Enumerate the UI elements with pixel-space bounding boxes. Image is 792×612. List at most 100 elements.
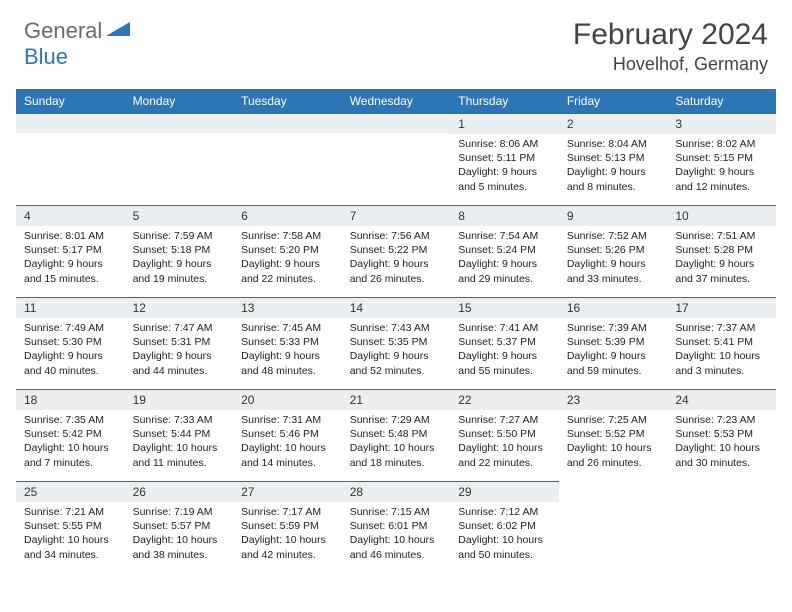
day-number: 12 xyxy=(125,298,234,318)
day-detail-line: Daylight: 10 hours xyxy=(458,533,551,547)
day-detail-line: Sunrise: 7:17 AM xyxy=(241,505,334,519)
calendar-cell: 24Sunrise: 7:23 AMSunset: 5:53 PMDayligh… xyxy=(667,390,776,482)
calendar-cell: 8Sunrise: 7:54 AMSunset: 5:24 PMDaylight… xyxy=(450,206,559,298)
calendar-body: 1Sunrise: 8:06 AMSunset: 5:11 PMDaylight… xyxy=(16,114,776,574)
day-detail-line: Daylight: 10 hours xyxy=(675,441,768,455)
day-number: 9 xyxy=(559,206,668,226)
day-detail-line: and 22 minutes. xyxy=(241,272,334,286)
calendar-cell: 9Sunrise: 7:52 AMSunset: 5:26 PMDaylight… xyxy=(559,206,668,298)
day-details: Sunrise: 7:45 AMSunset: 5:33 PMDaylight:… xyxy=(233,318,342,382)
day-details: Sunrise: 7:25 AMSunset: 5:52 PMDaylight:… xyxy=(559,410,668,474)
day-detail-line: and 38 minutes. xyxy=(133,548,226,562)
day-detail-line: Sunset: 5:11 PM xyxy=(458,151,551,165)
day-details: Sunrise: 7:54 AMSunset: 5:24 PMDaylight:… xyxy=(450,226,559,290)
day-number: 20 xyxy=(233,390,342,410)
title-block: February 2024 Hovelhof, Germany xyxy=(573,18,768,75)
day-number: 22 xyxy=(450,390,559,410)
day-details: Sunrise: 7:29 AMSunset: 5:48 PMDaylight:… xyxy=(342,410,451,474)
day-header-row: Sunday Monday Tuesday Wednesday Thursday… xyxy=(16,89,776,114)
day-number: 3 xyxy=(667,114,776,134)
day-detail-line: and 37 minutes. xyxy=(675,272,768,286)
day-detail-line: Sunrise: 8:04 AM xyxy=(567,137,660,151)
calendar-row: 25Sunrise: 7:21 AMSunset: 5:55 PMDayligh… xyxy=(16,482,776,574)
day-detail-line: Daylight: 9 hours xyxy=(675,257,768,271)
calendar-cell: 28Sunrise: 7:15 AMSunset: 6:01 PMDayligh… xyxy=(342,482,451,574)
day-detail-line: and 34 minutes. xyxy=(24,548,117,562)
day-detail-line: Sunrise: 7:49 AM xyxy=(24,321,117,335)
day-header: Saturday xyxy=(667,89,776,114)
day-detail-line: and 59 minutes. xyxy=(567,364,660,378)
day-details: Sunrise: 7:27 AMSunset: 5:50 PMDaylight:… xyxy=(450,410,559,474)
day-detail-line: Sunrise: 7:59 AM xyxy=(133,229,226,243)
day-detail-line: Sunrise: 7:52 AM xyxy=(567,229,660,243)
day-detail-line: and 55 minutes. xyxy=(458,364,551,378)
day-number: 8 xyxy=(450,206,559,226)
day-detail-line: and 19 minutes. xyxy=(133,272,226,286)
calendar-cell: 16Sunrise: 7:39 AMSunset: 5:39 PMDayligh… xyxy=(559,298,668,390)
day-number: 5 xyxy=(125,206,234,226)
calendar-cell: 21Sunrise: 7:29 AMSunset: 5:48 PMDayligh… xyxy=(342,390,451,482)
day-details: Sunrise: 7:41 AMSunset: 5:37 PMDaylight:… xyxy=(450,318,559,382)
day-detail-line: Daylight: 10 hours xyxy=(567,441,660,455)
calendar-cell: 23Sunrise: 7:25 AMSunset: 5:52 PMDayligh… xyxy=(559,390,668,482)
day-detail-line: Sunset: 5:13 PM xyxy=(567,151,660,165)
day-detail-line: Sunrise: 7:45 AM xyxy=(241,321,334,335)
day-header: Friday xyxy=(559,89,668,114)
day-number: 27 xyxy=(233,482,342,502)
day-number: 13 xyxy=(233,298,342,318)
day-header: Monday xyxy=(125,89,234,114)
empty-day xyxy=(233,114,342,133)
day-detail-line: Sunset: 5:35 PM xyxy=(350,335,443,349)
day-detail-line: Daylight: 10 hours xyxy=(241,441,334,455)
day-detail-line: Sunset: 5:52 PM xyxy=(567,427,660,441)
day-detail-line: Sunset: 5:53 PM xyxy=(675,427,768,441)
day-detail-line: Daylight: 9 hours xyxy=(350,257,443,271)
day-number: 17 xyxy=(667,298,776,318)
calendar-cell: 14Sunrise: 7:43 AMSunset: 5:35 PMDayligh… xyxy=(342,298,451,390)
day-details: Sunrise: 7:56 AMSunset: 5:22 PMDaylight:… xyxy=(342,226,451,290)
day-detail-line: Sunset: 5:24 PM xyxy=(458,243,551,257)
calendar-cell xyxy=(16,114,125,206)
day-detail-line: Sunset: 5:30 PM xyxy=(24,335,117,349)
day-detail-line: Sunrise: 7:43 AM xyxy=(350,321,443,335)
calendar-cell: 3Sunrise: 8:02 AMSunset: 5:15 PMDaylight… xyxy=(667,114,776,206)
day-details: Sunrise: 7:58 AMSunset: 5:20 PMDaylight:… xyxy=(233,226,342,290)
day-details: Sunrise: 7:47 AMSunset: 5:31 PMDaylight:… xyxy=(125,318,234,382)
day-details: Sunrise: 8:02 AMSunset: 5:15 PMDaylight:… xyxy=(667,134,776,198)
empty-day xyxy=(125,114,234,133)
calendar-cell: 18Sunrise: 7:35 AMSunset: 5:42 PMDayligh… xyxy=(16,390,125,482)
calendar-cell: 20Sunrise: 7:31 AMSunset: 5:46 PMDayligh… xyxy=(233,390,342,482)
day-detail-line: Daylight: 9 hours xyxy=(350,349,443,363)
calendar-cell: 22Sunrise: 7:27 AMSunset: 5:50 PMDayligh… xyxy=(450,390,559,482)
day-details: Sunrise: 7:39 AMSunset: 5:39 PMDaylight:… xyxy=(559,318,668,382)
day-detail-line: Sunset: 5:55 PM xyxy=(24,519,117,533)
logo: General xyxy=(24,18,132,44)
day-detail-line: Sunset: 5:57 PM xyxy=(133,519,226,533)
day-number: 11 xyxy=(16,298,125,318)
calendar-row: 4Sunrise: 8:01 AMSunset: 5:17 PMDaylight… xyxy=(16,206,776,298)
calendar-cell xyxy=(125,114,234,206)
day-detail-line: Sunset: 5:18 PM xyxy=(133,243,226,257)
day-header: Tuesday xyxy=(233,89,342,114)
day-detail-line: and 50 minutes. xyxy=(458,548,551,562)
day-details: Sunrise: 7:12 AMSunset: 6:02 PMDaylight:… xyxy=(450,502,559,566)
day-detail-line: Daylight: 9 hours xyxy=(458,349,551,363)
day-detail-line: Sunrise: 7:39 AM xyxy=(567,321,660,335)
day-details: Sunrise: 7:59 AMSunset: 5:18 PMDaylight:… xyxy=(125,226,234,290)
day-detail-line: and 30 minutes. xyxy=(675,456,768,470)
day-detail-line: and 7 minutes. xyxy=(24,456,117,470)
day-detail-line: and 48 minutes. xyxy=(241,364,334,378)
calendar-cell: 29Sunrise: 7:12 AMSunset: 6:02 PMDayligh… xyxy=(450,482,559,574)
calendar-cell: 12Sunrise: 7:47 AMSunset: 5:31 PMDayligh… xyxy=(125,298,234,390)
day-number: 15 xyxy=(450,298,559,318)
day-detail-line: and 18 minutes. xyxy=(350,456,443,470)
day-number: 4 xyxy=(16,206,125,226)
day-number: 24 xyxy=(667,390,776,410)
day-number: 28 xyxy=(342,482,451,502)
day-detail-line: Sunrise: 8:02 AM xyxy=(675,137,768,151)
day-detail-line: Sunset: 5:33 PM xyxy=(241,335,334,349)
day-details: Sunrise: 7:35 AMSunset: 5:42 PMDaylight:… xyxy=(16,410,125,474)
day-detail-line: Sunrise: 7:47 AM xyxy=(133,321,226,335)
day-detail-line: Sunrise: 7:19 AM xyxy=(133,505,226,519)
calendar-cell: 1Sunrise: 8:06 AMSunset: 5:11 PMDaylight… xyxy=(450,114,559,206)
